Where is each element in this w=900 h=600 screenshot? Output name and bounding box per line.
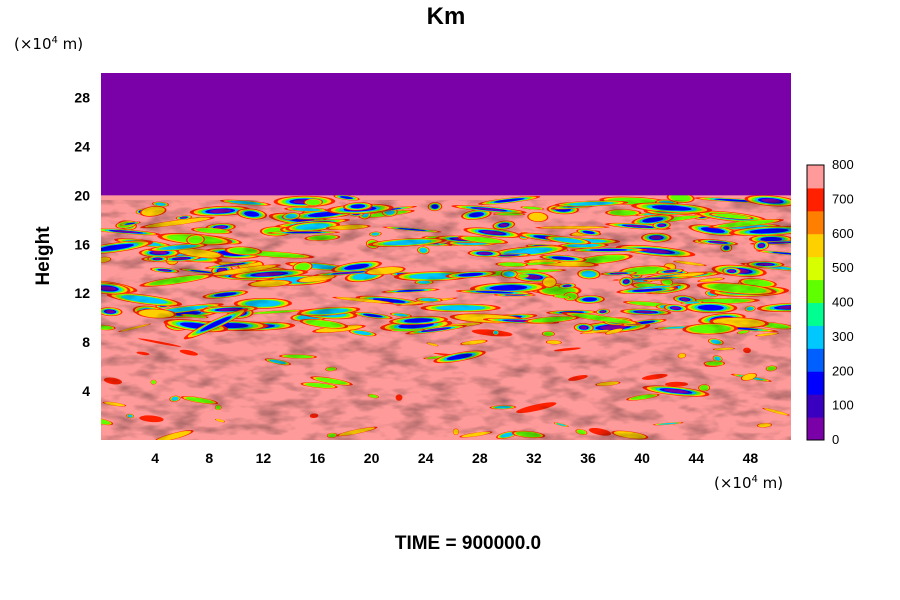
x-tick-label: 36 [580,450,596,466]
x-tick-label: 48 [743,450,759,466]
colorbar-swatch [807,165,824,189]
colorbar-swatch [807,348,824,372]
colorbar [806,164,825,441]
colorbar-tick-label: 100 [832,398,854,413]
colorbar-tick-label: 600 [832,226,854,241]
colorbar-swatch [807,325,824,349]
y-tick-label: 20 [74,187,90,203]
colorbar-swatch [807,417,824,441]
colorbar-swatch [807,256,824,281]
x-tick-label: 4 [151,450,159,466]
colorbar-tick-label: 800 [832,157,854,172]
y-tick-label: 28 [74,89,90,105]
x-tick-label: 12 [256,450,272,466]
colorbar-ticks: 0 100 200 300 400 500 600 700 800 [832,157,854,447]
y-axis-label: Height [33,226,54,286]
y-tick-label: 8 [82,334,90,350]
x-tick-label: 28 [472,450,488,466]
upper-region [101,73,791,196]
chart-title: Km [427,3,466,30]
x-axis-unit: (×104 m) [714,474,783,492]
y-axis-unit: (×104 m) [14,35,83,53]
colorbar-swatch [807,394,824,418]
colorbar-tick-label: 500 [832,260,854,275]
contour-band [340,196,354,200]
x-tick-label: 40 [634,450,650,466]
contour-band [670,193,692,202]
x-tick-label: 24 [418,450,434,466]
y-unit-prefix: (×10 [14,35,52,53]
y-tick-label: 12 [74,285,90,301]
x-tick-label: 16 [310,450,326,466]
x-unit-prefix: (×10 [714,474,752,492]
x-tick-label: 8 [205,450,213,466]
x-tick-label: 32 [526,450,542,466]
colorbar-tick-label: 200 [832,363,854,378]
time-label: TIME = 900000.0 [395,533,541,554]
x-unit-exponent: 4 [752,474,758,485]
y-unit-suffix: m) [58,35,83,53]
colorbar-frame [806,164,825,441]
colorbar-swatch [807,302,824,326]
plot-area [101,73,791,440]
colorbar-swatch [807,279,824,303]
y-axis-ticks: 4 8 12 16 20 24 28 [74,89,90,399]
noise-texture [101,200,791,440]
colorbar-swatch [807,187,824,212]
colorbar-tick-label: 400 [832,295,854,310]
colorbar-swatch [807,233,824,258]
x-tick-label: 20 [364,450,380,466]
colorbar-tick-label: 300 [832,329,854,344]
y-tick-label: 16 [74,236,90,252]
y-tick-label: 4 [82,383,90,399]
colorbar-tick-label: 700 [832,191,854,206]
x-unit-suffix: m) [758,474,783,492]
colorbar-swatch [807,210,824,235]
colorbar-swatch [807,371,824,395]
x-tick-label: 44 [689,450,705,466]
y-unit-exponent: 4 [52,35,58,46]
y-tick-label: 24 [74,138,90,154]
colorbar-tick-label: 0 [832,432,839,447]
x-axis-ticks: 4 8 12 16 20 24 28 32 36 40 44 48 [151,450,758,466]
field-structure [333,194,360,201]
